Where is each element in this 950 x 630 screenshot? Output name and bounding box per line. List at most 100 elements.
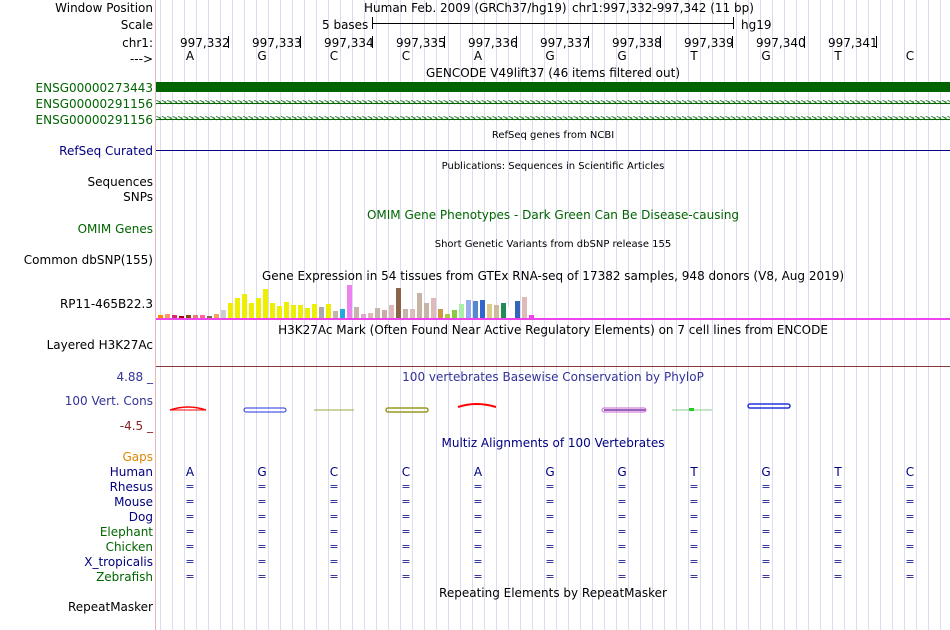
gtex-tissue-bar[interactable] — [529, 315, 534, 318]
gtex-tissue-bar[interactable] — [438, 309, 443, 318]
gencode-track-title[interactable]: GENCODE V49lift37 (46 items filtered out… — [425, 66, 680, 80]
gtex-tissue-bar[interactable] — [263, 289, 268, 318]
multiz-species-label[interactable]: X_tropicalis — [84, 555, 153, 569]
base-letter[interactable]: A — [473, 49, 483, 63]
gtex-tissue-bar[interactable] — [466, 300, 471, 318]
gtex-tissue-bar[interactable] — [473, 301, 478, 318]
gencode-item-1-label[interactable]: ENSG00000273443 — [35, 81, 153, 95]
gtex-tissue-bar[interactable] — [480, 300, 485, 318]
gtex-tissue-bar[interactable] — [319, 307, 324, 318]
dbsnp-track-title[interactable]: Short Genetic Variants from dbSNP releas… — [434, 239, 672, 250]
multiz-gaps-label[interactable]: Gaps — [122, 450, 153, 464]
gtex-tissue-bar[interactable] — [249, 303, 254, 318]
gtex-tissue-bar[interactable] — [242, 294, 247, 318]
omim-label[interactable]: OMIM Genes — [77, 222, 153, 236]
gtex-tissue-bar[interactable] — [256, 298, 261, 318]
gtex-tissue-bar[interactable] — [312, 304, 317, 318]
publications-label-sequences[interactable]: Sequences — [87, 175, 153, 189]
base-letter[interactable]: G — [617, 49, 627, 63]
gtex-tissue-bar[interactable] — [305, 308, 310, 318]
gtex-tissue-bar[interactable] — [165, 314, 170, 318]
base-letter[interactable]: T — [690, 49, 698, 63]
gtex-tissue-bar[interactable] — [515, 301, 520, 318]
refseq-label[interactable]: RefSeq Curated — [59, 144, 153, 158]
base-letter[interactable]: C — [905, 49, 915, 63]
gtex-bar-chart[interactable] — [156, 284, 950, 318]
gtex-tissue-bar[interactable] — [445, 314, 450, 318]
gtex-tissue-bar[interactable] — [452, 310, 457, 318]
gtex-tissue-bar[interactable] — [501, 303, 506, 318]
base-letter[interactable]: G — [257, 49, 267, 63]
gtex-tissue-bar[interactable] — [228, 303, 233, 318]
gtex-tissue-bar[interactable] — [158, 315, 163, 318]
multiz-species-label[interactable]: Dog — [128, 510, 153, 524]
multiz-species-label[interactable]: Chicken — [105, 540, 153, 554]
gtex-tissue-bar[interactable] — [179, 316, 184, 318]
gencode-item-2-feature[interactable] — [156, 103, 950, 104]
gtex-tissue-bar[interactable] — [200, 315, 205, 318]
gtex-gene-label[interactable]: RP11-465B22.3 — [59, 297, 153, 311]
gtex-tissue-bar[interactable] — [487, 304, 492, 318]
publications-label-snps[interactable]: SNPs — [123, 190, 153, 204]
gencode-item-3-label[interactable]: ENSG00000291156 — [35, 113, 153, 127]
refseq-feature-line[interactable] — [156, 150, 950, 151]
gtex-tissue-bar[interactable] — [361, 314, 366, 318]
gtex-tissue-bar[interactable] — [396, 288, 401, 318]
base-letter[interactable]: C — [401, 49, 411, 63]
gtex-tissue-bar[interactable] — [270, 303, 275, 318]
conservation-label[interactable]: 100 Vert. Cons — [64, 394, 153, 408]
gtex-tissue-bar[interactable] — [186, 315, 191, 318]
gencode-item-1-feature[interactable] — [156, 82, 950, 92]
gtex-tissue-bar[interactable] — [347, 285, 352, 318]
gtex-tissue-bar[interactable] — [354, 307, 359, 318]
dbsnp-label[interactable]: Common dbSNP(155) — [23, 253, 153, 267]
multiz-species-label[interactable]: Human — [109, 465, 153, 479]
refseq-track-title[interactable]: RefSeq genes from NCBI — [491, 130, 615, 141]
gtex-tissue-bar[interactable] — [291, 305, 296, 318]
gtex-track-title[interactable]: Gene Expression in 54 tissues from GTEx … — [261, 269, 845, 283]
gtex-tissue-bar[interactable] — [235, 298, 240, 318]
multiz-track-title[interactable]: Multiz Alignments of 100 Vertebrates — [441, 436, 665, 450]
multiz-species-label[interactable]: Mouse — [114, 495, 153, 509]
gtex-tissue-bar[interactable] — [277, 306, 282, 318]
gtex-tissue-bar[interactable] — [207, 316, 212, 318]
gtex-tissue-bar[interactable] — [326, 304, 331, 318]
h3k27ac-label[interactable]: Layered H3K27Ac — [46, 338, 153, 352]
gencode-item-3-feature[interactable] — [156, 119, 950, 120]
gtex-tissue-bar[interactable] — [214, 314, 219, 318]
gtex-tissue-bar[interactable] — [284, 302, 289, 318]
base-letter[interactable]: G — [761, 49, 771, 63]
publications-track-title[interactable]: Publications: Sequences in Scientific Ar… — [441, 161, 665, 172]
gtex-tissue-bar[interactable] — [340, 309, 345, 318]
base-letter[interactable]: C — [329, 49, 339, 63]
gtex-tissue-bar[interactable] — [193, 315, 198, 318]
gtex-tissue-bar[interactable] — [375, 308, 380, 318]
gtex-tissue-bar[interactable] — [508, 307, 513, 318]
gencode-item-2-label[interactable]: ENSG00000291156 — [35, 97, 153, 111]
gtex-tissue-bar[interactable] — [424, 303, 429, 318]
multiz-species-label[interactable]: Elephant — [99, 525, 153, 539]
base-letter[interactable]: A — [185, 49, 195, 63]
gtex-tissue-bar[interactable] — [221, 310, 226, 318]
conservation-track-title[interactable]: 100 vertebrates Basewise Conservation by… — [402, 370, 704, 384]
gtex-tissue-bar[interactable] — [431, 298, 436, 318]
base-letter[interactable]: G — [545, 49, 555, 63]
gtex-tissue-bar[interactable] — [298, 305, 303, 318]
gtex-tissue-bar[interactable] — [494, 305, 499, 318]
gtex-tissue-bar[interactable] — [172, 315, 177, 318]
gtex-tissue-bar[interactable] — [333, 311, 338, 318]
repeatmasker-label[interactable]: RepeatMasker — [67, 600, 153, 614]
multiz-species-label[interactable]: Rhesus — [109, 480, 153, 494]
gtex-tissue-bar[interactable] — [403, 309, 408, 318]
base-letter[interactable]: T — [834, 49, 842, 63]
gtex-tissue-bar[interactable] — [459, 304, 464, 318]
gtex-tissue-bar[interactable] — [389, 305, 394, 318]
h3k27ac-track-title[interactable]: H3K27Ac Mark (Often Found Near Active Re… — [278, 323, 828, 337]
repeatmasker-track-title[interactable]: Repeating Elements by RepeatMasker — [439, 586, 667, 600]
conservation-glyphs[interactable] — [156, 400, 950, 416]
gtex-tissue-bar[interactable] — [410, 309, 415, 318]
omim-track-title[interactable]: OMIM Gene Phenotypes - Dark Green Can Be… — [366, 208, 740, 222]
gtex-tissue-bar[interactable] — [522, 297, 527, 318]
gtex-tissue-bar[interactable] — [417, 293, 422, 318]
gtex-tissue-bar[interactable] — [368, 313, 373, 318]
